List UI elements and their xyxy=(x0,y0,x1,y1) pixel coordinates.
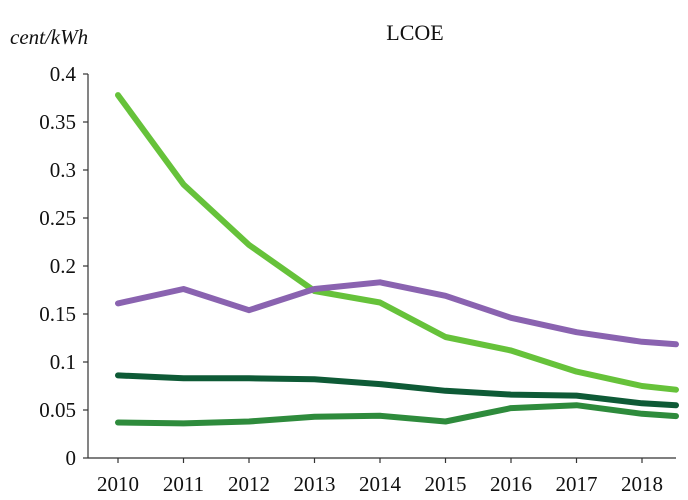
x-tick-label: 2018 xyxy=(621,472,663,496)
y-tick-label: 0.3 xyxy=(50,158,76,182)
x-tick-label: 2012 xyxy=(228,472,270,496)
x-tick-label: 2016 xyxy=(490,472,532,496)
chart-title: LCOE xyxy=(386,20,443,45)
y-tick-label: 0.1 xyxy=(50,350,76,374)
y-tick-label: 0.4 xyxy=(50,62,77,86)
y-tick-labels: 0 0.05 0.1 0.15 0.2 0.25 0.3 0.35 0.4 xyxy=(39,62,76,470)
series-line-3 xyxy=(115,372,679,409)
y-tick-label: 0 xyxy=(66,446,77,470)
y-tick-label: 0.05 xyxy=(39,398,76,422)
axes xyxy=(83,73,676,463)
y-tick-label: 0.2 xyxy=(50,254,76,278)
series-line-2 xyxy=(115,279,679,348)
x-tick-label: 2014 xyxy=(359,472,402,496)
series-line-1 xyxy=(115,92,679,393)
x-tick-labels: 2010 2011 2012 2013 2014 2015 2016 2017 2018 xyxy=(97,472,663,496)
x-tick-label: 2017 xyxy=(556,472,598,496)
y-tick-label: 0.25 xyxy=(39,206,76,230)
y-tick-label: 0.35 xyxy=(39,110,76,134)
y-axis-unit-label: cent/kWh xyxy=(10,25,88,49)
x-tick-label: 2011 xyxy=(163,472,204,496)
x-tick-label: 2015 xyxy=(425,472,467,496)
x-tick-label: 2013 xyxy=(294,472,336,496)
y-tick-label: 0.15 xyxy=(39,302,76,326)
series-line-4 xyxy=(115,402,679,427)
series-layer xyxy=(115,92,679,427)
x-tick-label: 2010 xyxy=(97,472,139,496)
